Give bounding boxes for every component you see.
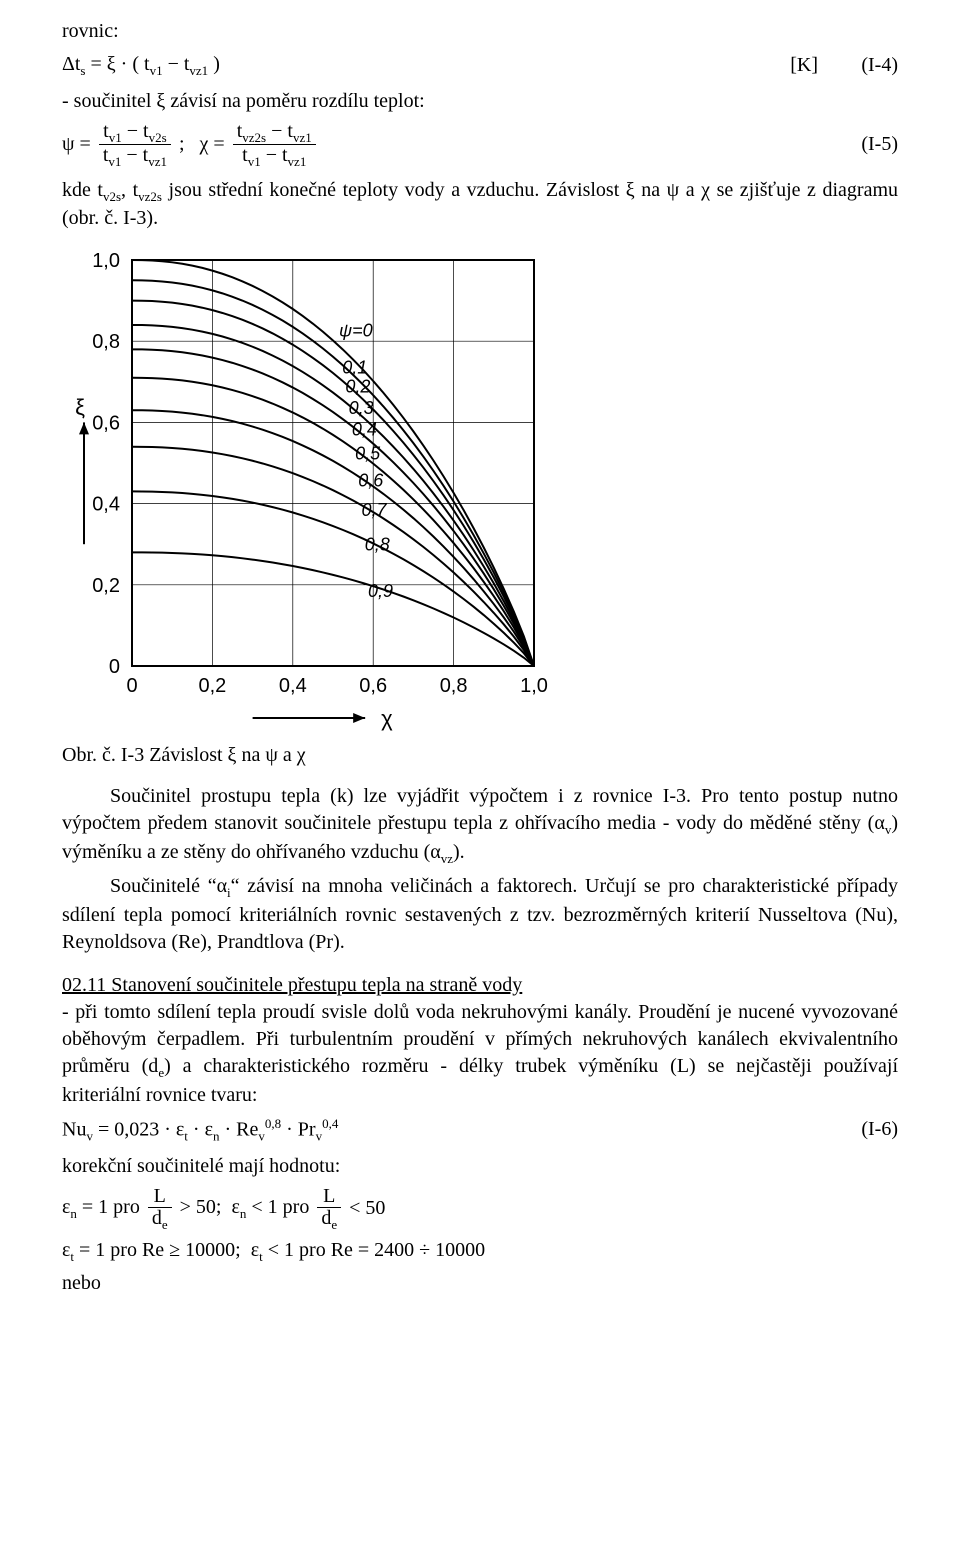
svg-text:1,0: 1,0 [92,250,120,272]
nebo-line: nebo [62,1270,898,1297]
svg-text:0,7: 0,7 [362,500,388,520]
svg-text:0,1: 0,1 [342,358,367,378]
svg-text:0: 0 [126,675,137,697]
xi-note: - součinitel ξ závisí na poměru rozdílu … [62,88,898,115]
equation-i5-label: (I-5) [818,131,898,158]
svg-text:0,5: 0,5 [355,444,381,464]
svg-text:0,4: 0,4 [352,420,377,440]
svg-text:χ: χ [381,706,393,731]
eps-n-condition: εn = 1 pro Lde > 50; εn < 1 pro Lde < 50 [62,1186,898,1232]
equation-i5-body: ψ = tv1 − tv2s tv1 − tvz1 ; χ = tvz2s − … [62,121,728,169]
svg-text:0,8: 0,8 [92,332,120,354]
svg-text:0,6: 0,6 [358,471,384,491]
eps-t-condition: εt = 1 pro Re ≥ 10000; εt < 1 pro Re = 2… [62,1237,898,1266]
svg-text:0,3: 0,3 [349,398,374,418]
svg-text:0,4: 0,4 [92,494,120,516]
kde-tail: jsou střední konečné teploty vody a vzdu… [62,179,898,230]
section-title: 02.11 Stanovení součinitele přestupu tep… [62,974,522,996]
svg-text:0,2: 0,2 [345,377,370,397]
paragraph-alpha-i: Součinitelé “αi“ závisí na mnoha veličin… [62,873,898,956]
svg-text:0,8: 0,8 [440,675,468,697]
equation-i5: ψ = tv1 − tv2s tv1 − tvz1 ; χ = tvz2s − … [62,121,898,169]
lead-word: rovnic: [62,18,898,45]
svg-text:0,6: 0,6 [359,675,387,697]
equation-i4-label: (I-4) [818,52,898,79]
svg-text:0,9: 0,9 [368,581,393,601]
equation-i6-label: (I-6) [818,1116,898,1143]
chart-svg: 000,20,20,40,40,60,60,80,81,01,0ψ=00,10,… [62,246,552,736]
section-02-11: 02.11 Stanovení součinitele přestupu tep… [62,972,898,1109]
paragraph-k: Součinitel prostupu tepla (k) lze vyjádř… [62,783,898,867]
svg-text:0,2: 0,2 [198,675,226,697]
equation-i4-body: Δts = ξ · ( tv1 − tvz1 ) [62,51,728,80]
svg-text:0,4: 0,4 [279,675,307,697]
svg-text:ξ: ξ [75,395,85,420]
svg-text:ψ=0: ψ=0 [339,321,373,341]
korekcni-line: korekční součinitelé mají hodnotu: [62,1153,898,1180]
figure-i3: 000,20,20,40,40,60,60,80,81,01,0ψ=00,10,… [62,246,898,736]
equation-i4: Δts = ξ · ( tv1 − tvz1 ) [K] (I-4) [62,51,898,80]
equation-i6-body: Nuv = 0,023 · εt · εn · Rev0,8 · Prv0,4 [62,1115,728,1145]
svg-text:1,0: 1,0 [520,675,548,697]
svg-text:0: 0 [109,656,120,678]
svg-text:0,6: 0,6 [92,413,120,435]
equation-i6: Nuv = 0,023 · εt · εn · Rev0,8 · Prv0,4 … [62,1115,898,1145]
equation-i4-unit: [K] [728,52,818,79]
kde-lead: kde tv2s, tvz2s [62,179,162,201]
kde-paragraph: kde tv2s, tvz2s jsou střední konečné tep… [62,177,898,233]
figure-caption: Obr. č. I-3 Závislost ξ na ψ a χ [62,742,898,769]
svg-text:0,8: 0,8 [365,535,390,555]
svg-text:0,2: 0,2 [92,575,120,597]
